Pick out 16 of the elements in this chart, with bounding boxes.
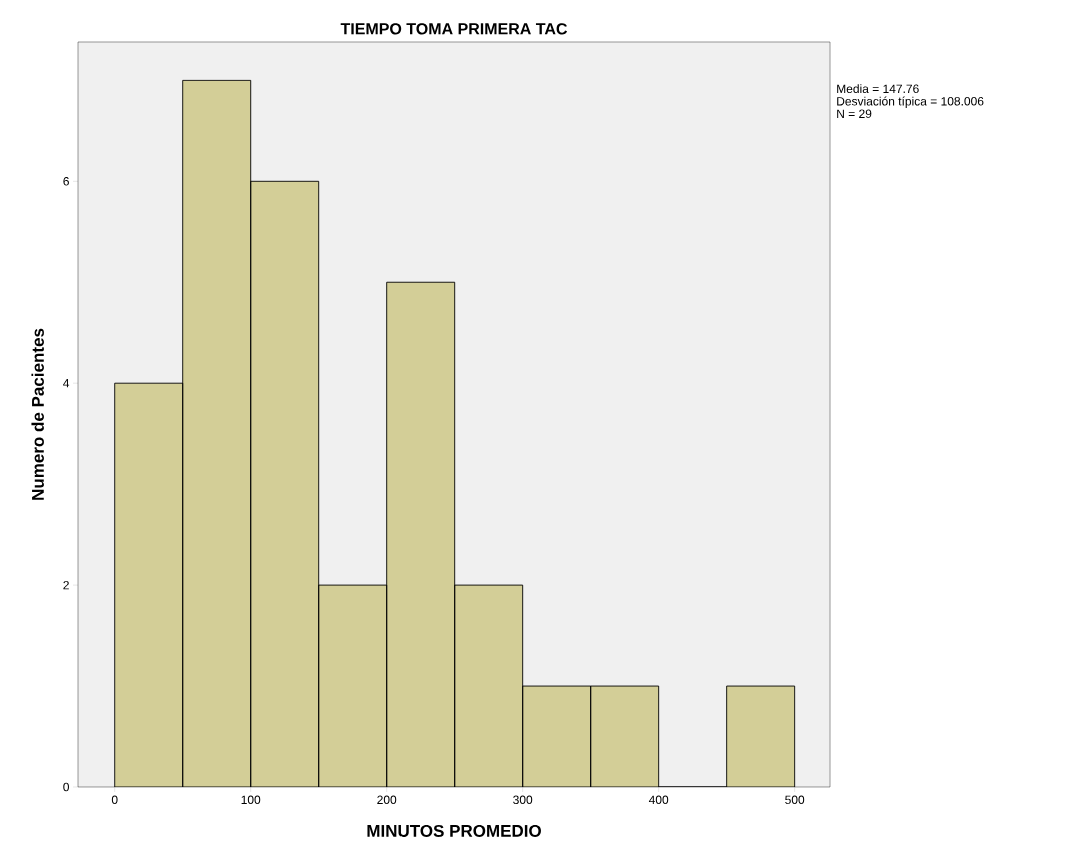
x-axis-title: MINUTOS PROMEDIO <box>367 824 541 837</box>
y-tick-label: 0 <box>63 782 69 792</box>
x-tick-label: 500 <box>785 795 805 805</box>
y-tick-label: 4 <box>63 379 70 388</box>
x-tick-label: 300 <box>513 795 533 805</box>
y-tick-label: 6 <box>63 177 69 186</box>
y-tick-label: 2 <box>63 580 69 590</box>
y-axis-title: Numero de Pacientes <box>31 328 44 500</box>
x-tick-label: 400 <box>648 795 669 805</box>
text: Desviación típica = 108.006 <box>837 96 984 108</box>
x-tick-label: 200 <box>377 795 397 805</box>
x-tick-label: 100 <box>241 795 261 805</box>
text: Media = 147.76 <box>837 84 919 93</box>
chart-title: TIEMPO TOMA PRIMERA TAC <box>340 23 568 35</box>
text: N = 29 <box>837 109 872 118</box>
x-tick-label: 0 <box>111 795 118 805</box>
